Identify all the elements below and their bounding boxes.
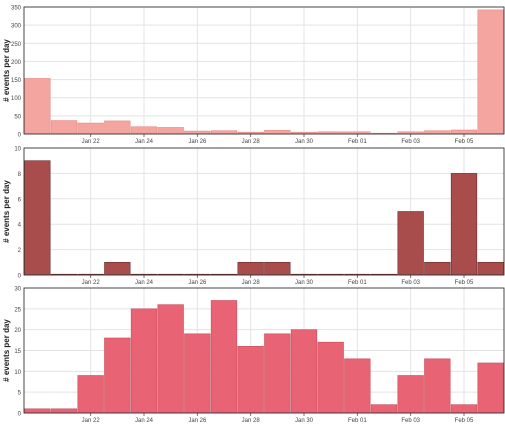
y-tick-label: 50 bbox=[14, 114, 21, 120]
y-axis-label: # events per day bbox=[2, 319, 11, 382]
bar bbox=[397, 375, 424, 414]
bar bbox=[450, 173, 478, 276]
x-tick-label: Jan 28 bbox=[242, 139, 261, 145]
x-tick-label: Jan 26 bbox=[188, 280, 207, 286]
x-tick-label: Jan 22 bbox=[82, 280, 101, 286]
x-tick-label: Jan 24 bbox=[135, 280, 154, 286]
x-tick-label: Feb 03 bbox=[401, 139, 420, 145]
x-tick-label: Jan 26 bbox=[188, 139, 207, 145]
x-tick-label: Feb 01 bbox=[348, 418, 367, 424]
x-tick-label: Jan 24 bbox=[135, 139, 154, 145]
x-tick-label: Jan 28 bbox=[242, 280, 261, 286]
bar bbox=[264, 130, 291, 135]
bar bbox=[450, 129, 478, 135]
x-tick-label: Jan 22 bbox=[82, 139, 101, 145]
bar bbox=[370, 404, 398, 414]
bar bbox=[477, 261, 504, 276]
chart-3: 0 5 10 15 20 25 30 Jan 22 Jan 24 Jan 26 Jan 28 Jan … bbox=[2, 287, 505, 424]
axes-frame bbox=[23, 147, 505, 276]
y-tick-label: 100 bbox=[11, 96, 22, 102]
y-tick-label: 15 bbox=[14, 349, 21, 355]
bar bbox=[130, 308, 158, 414]
x-tick-label: Feb 01 bbox=[348, 280, 367, 286]
bar bbox=[210, 130, 238, 135]
y-axis-label: # events per day bbox=[2, 39, 11, 102]
plot-area bbox=[24, 7, 504, 134]
bar bbox=[184, 333, 211, 414]
bar bbox=[290, 329, 318, 414]
y-tick-label: 2 bbox=[18, 248, 22, 254]
bar bbox=[24, 160, 51, 276]
bar bbox=[77, 122, 104, 135]
bar bbox=[237, 261, 264, 276]
bar bbox=[210, 300, 238, 414]
y-tick-label: 0 bbox=[18, 274, 22, 280]
bar bbox=[24, 78, 51, 135]
x-tick-label: Jan 28 bbox=[242, 418, 261, 424]
x-tick-label: Feb 01 bbox=[348, 139, 367, 145]
y-tick-label: 25 bbox=[14, 307, 21, 313]
bar bbox=[424, 358, 451, 414]
y-tick-label: 0 bbox=[18, 133, 22, 139]
bar bbox=[50, 120, 78, 135]
bar bbox=[424, 261, 451, 276]
y-tick-label: 20 bbox=[14, 328, 21, 334]
x-tick-label: Jan 30 bbox=[295, 280, 314, 286]
x-tick-label: Jan 22 bbox=[82, 418, 101, 424]
axes-frame bbox=[23, 6, 505, 135]
bar bbox=[317, 341, 344, 414]
bar bbox=[104, 120, 131, 135]
axes-frame bbox=[23, 287, 505, 414]
x-tick-label: Jan 30 bbox=[295, 139, 314, 145]
y-tick-label: 6 bbox=[18, 197, 22, 203]
x-tick-label: Jan 24 bbox=[135, 418, 154, 424]
y-tick-label: 0 bbox=[18, 412, 22, 418]
bar bbox=[397, 211, 424, 276]
x-tick-label: Feb 03 bbox=[401, 418, 420, 424]
y-tick-label: 10 bbox=[14, 147, 21, 153]
bar bbox=[450, 404, 478, 414]
bar bbox=[264, 333, 291, 414]
y-tick-label: 350 bbox=[11, 6, 22, 12]
bar bbox=[237, 346, 264, 414]
y-axis-label: # events per day bbox=[2, 180, 11, 243]
y-tick-label: 4 bbox=[18, 223, 22, 229]
bar bbox=[157, 304, 184, 414]
chart-1: 0 50 100 150 200 250 300 350 Jan 22 Jan 24 Jan 26 J… bbox=[2, 6, 505, 145]
y-tick-label: 150 bbox=[11, 78, 22, 84]
x-tick-label: Feb 05 bbox=[455, 280, 474, 286]
bar bbox=[130, 126, 158, 135]
y-tick-label: 30 bbox=[14, 287, 21, 293]
y-tick-label: 200 bbox=[11, 60, 22, 66]
x-tick-label: Feb 05 bbox=[455, 418, 474, 424]
x-tick-label: Jan 26 bbox=[188, 418, 207, 424]
bar bbox=[77, 375, 104, 414]
y-tick-label: 250 bbox=[11, 42, 22, 48]
bar bbox=[104, 337, 131, 414]
plot-area bbox=[24, 148, 504, 275]
y-tick-label: 10 bbox=[14, 370, 21, 376]
y-tick-label: 300 bbox=[11, 24, 22, 30]
bar bbox=[477, 362, 504, 414]
bar bbox=[24, 408, 51, 414]
bar bbox=[344, 358, 371, 414]
chart-2: 0 2 4 6 8 10 Jan 22 Jan 24 Jan 26 Jan 28 Jan 30 Feb… bbox=[2, 147, 505, 286]
x-tick-label: Jan 30 bbox=[295, 418, 314, 424]
bar bbox=[477, 9, 504, 135]
bar bbox=[104, 261, 131, 276]
bar bbox=[157, 127, 184, 135]
x-tick-label: Feb 03 bbox=[401, 280, 420, 286]
y-tick-label: 8 bbox=[18, 172, 22, 178]
bar bbox=[424, 130, 451, 135]
bar bbox=[264, 261, 291, 276]
x-tick-label: Feb 05 bbox=[455, 139, 474, 145]
y-tick-label: 5 bbox=[18, 391, 22, 397]
bar bbox=[50, 408, 78, 414]
